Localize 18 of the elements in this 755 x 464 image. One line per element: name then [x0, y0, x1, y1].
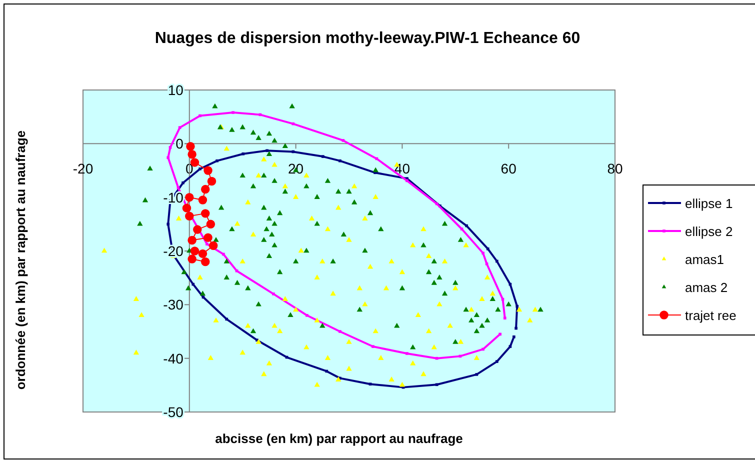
y-axis-title: ordonnée (en km) par rapport au naufrage [12, 129, 29, 392]
legend-label: ellipse 2 [685, 224, 733, 239]
x-tick-label: 60 [500, 160, 517, 177]
x-tick-label: -20 [72, 160, 94, 177]
legend-label: trajet ree [685, 308, 736, 323]
x-tick-label: 80 [607, 160, 623, 177]
y-tick-label: 10 [168, 82, 184, 98]
y-tick-label: -30 [163, 296, 184, 313]
y-tick-label: 0 [176, 136, 184, 152]
y-tick-label: -50 [163, 404, 184, 420]
y-tick-label: -40 [163, 350, 184, 366]
legend-label: amas 2 [685, 280, 728, 295]
x-axis-title: abcisse (en km) par rapport au naufrage [215, 431, 463, 446]
chart-title: Nuages de dispersion mothy-leeway.PIW-1 Echeance 60 [154, 30, 580, 47]
legend-label: amas1 [685, 252, 724, 267]
x-tick-label: 40 [394, 160, 410, 177]
legend-label: ellipse 1 [685, 196, 733, 211]
x-tick-label: 20 [288, 160, 304, 177]
